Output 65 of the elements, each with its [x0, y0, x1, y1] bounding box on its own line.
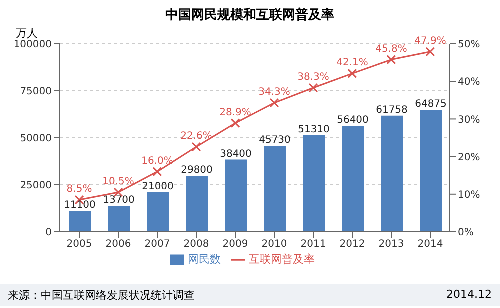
y-tick-label: 75000 [20, 86, 52, 98]
bar [264, 146, 286, 232]
data-label: 56400 [337, 114, 369, 126]
data-label: 16.0% [142, 156, 174, 167]
bar [303, 136, 325, 232]
data-label: 64875 [415, 99, 447, 110]
data-label: 42.1% [336, 58, 368, 69]
y-tick-label: 50000 [20, 134, 52, 145]
point [230, 118, 240, 128]
bar [147, 192, 169, 232]
bar [381, 116, 403, 232]
bar [420, 110, 442, 232]
x-tick-label: 2007 [144, 239, 170, 250]
data-label: 13700 [103, 195, 135, 206]
data-label: 38400 [220, 148, 252, 160]
data-label: 51310 [298, 124, 330, 136]
x-tick-label: 2012 [340, 239, 366, 250]
y2-tick-label: 0% [458, 228, 474, 239]
x-tick-label: 2010 [262, 239, 288, 250]
data-label: 10.5% [102, 176, 134, 188]
point [426, 47, 436, 57]
y-tick-label: 0 [46, 228, 52, 239]
point [192, 142, 202, 152]
bar [186, 176, 208, 232]
point [386, 55, 396, 65]
bar [69, 211, 91, 232]
y-tick-label: 25000 [20, 180, 52, 192]
data-label: 22.6% [180, 131, 212, 142]
data-label: 47.9% [414, 36, 446, 47]
bar [225, 160, 247, 232]
y2-tick-label: 50% [458, 40, 480, 51]
data-label: 11100 [64, 200, 96, 212]
bar [108, 206, 130, 232]
text: 2014.12 [446, 288, 492, 301]
chart-title: 中国网民规模和互联网普及率 [164, 6, 336, 24]
data-label: 29800 [181, 164, 213, 176]
source-note: 来源：中国互联网络发展状况统计调查 [8, 288, 195, 303]
x-tick-label: 2014 [418, 239, 444, 250]
x-tick-label: 2009 [222, 239, 248, 250]
y2-tick-label: 40% [458, 77, 480, 88]
x-tick-label: 2011 [300, 239, 326, 250]
data-label: 45730 [259, 135, 291, 146]
data-label: 8.5% [66, 184, 92, 196]
y2-tick-label: 20% [458, 152, 480, 164]
data-label: 21000 [142, 182, 174, 193]
x-tick-label: 2005 [66, 239, 92, 250]
x-tick-label: 2013 [378, 239, 404, 250]
y2-tick-label: 30% [458, 114, 480, 126]
data-label: 45.8% [376, 44, 408, 55]
point [348, 68, 358, 78]
data-label: 61758 [376, 104, 408, 116]
point [152, 167, 162, 177]
y2-tick-label: 10% [458, 190, 480, 201]
data-label: 34.3% [258, 87, 290, 98]
x-tick-label: 2006 [106, 239, 132, 250]
data-label: 28.9% [220, 107, 252, 118]
point [270, 98, 280, 108]
legend-label: 网民数 [188, 253, 221, 266]
data-label: 38.3% [298, 72, 330, 83]
y-tick-label: 100000 [14, 40, 52, 51]
y-axis-title: 万人 [16, 26, 38, 40]
legend-label: 互联网普及率 [249, 253, 315, 266]
point [308, 83, 318, 93]
x-tick-label: 2008 [184, 239, 210, 250]
bar [342, 126, 364, 232]
